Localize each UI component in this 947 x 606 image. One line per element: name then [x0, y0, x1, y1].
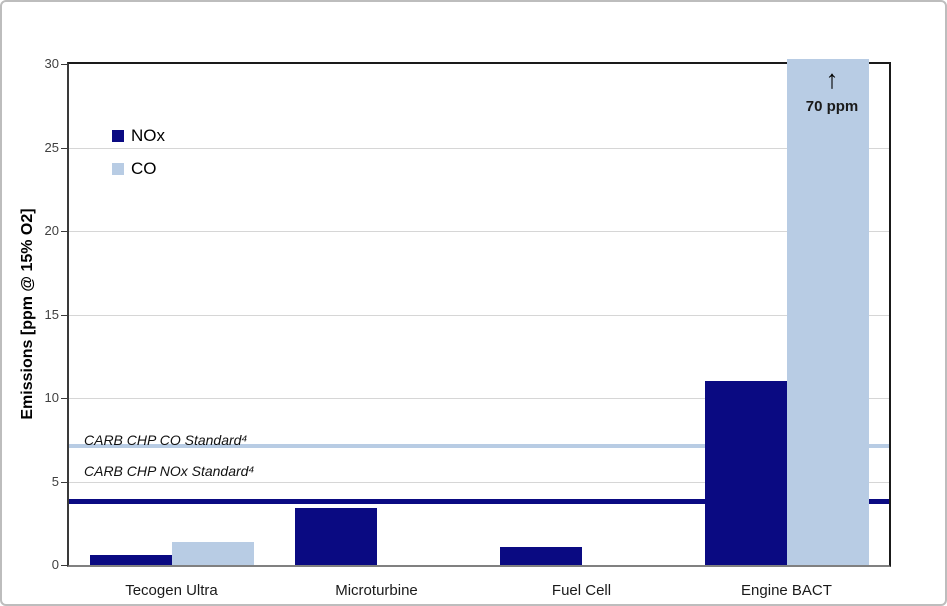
y-tick-mark-0 [61, 565, 67, 566]
bar-nox-microturbine [294, 508, 377, 565]
y-tick-label-30: 30 [44, 56, 59, 71]
y-tick-label-5: 5 [51, 473, 59, 489]
bar-nox-engine-bact [704, 381, 787, 565]
y-tick-label-20: 20 [44, 223, 59, 238]
up-arrow-icon: ↑ [825, 64, 839, 94]
y-tick-mark-10 [61, 398, 67, 399]
x-category-label-engine-bact: Engine BACT [741, 582, 832, 599]
offscale-value-label: 70 ppm [805, 98, 859, 115]
y-tick-mark-20 [61, 231, 67, 232]
nox-swatch-icon [112, 129, 124, 142]
co-swatch-icon [112, 162, 124, 175]
ref-label-nox-standard: CARB CHP NOx Standard⁴ [84, 463, 255, 479]
y-tick-label-0: 0 [51, 557, 59, 572]
plot-area: CARB CHP CO Standard⁴ CARB CHP NOx Stand… [67, 59, 891, 567]
gridline-5 [69, 481, 889, 483]
ref-line-carb-chp-co-standard- [69, 444, 889, 449]
y-axis-title: Emissions [ppm @ 15% O2] [19, 208, 36, 420]
y-tick-mark-25 [61, 147, 67, 149]
ref-label-co-standard: CARB CHP CO Standard⁴ [84, 432, 248, 448]
y-tick-label-10: 10 [44, 390, 59, 405]
legend-item-co: CO [112, 152, 165, 185]
y-tick-label-25: 25 [44, 139, 59, 155]
gridline-10 [69, 398, 889, 399]
legend: NOx CO [112, 119, 165, 185]
y-tick-mark-5 [61, 481, 67, 483]
y-tick-label-15: 15 [44, 306, 59, 322]
y-tick-mark-30 [61, 64, 67, 65]
gridline-15 [69, 314, 889, 316]
bar-co-engine-bact [786, 59, 869, 565]
gridline-20 [69, 231, 889, 232]
legend-item-nox: NOx [112, 119, 165, 152]
offscale-annotation: ↑ 70 ppm [786, 66, 878, 115]
x-category-label-fuel-cell: Fuel Cell [551, 582, 612, 599]
legend-label-co: CO [131, 158, 157, 178]
bar-nox-tecogen-ultra [89, 554, 172, 565]
bar-nox-fuel-cell [499, 546, 582, 565]
gridline-25 [69, 147, 889, 149]
legend-label-nox: NOx [131, 125, 165, 145]
x-category-label-tecogen-ultra: Tecogen Ultra [125, 582, 218, 599]
ref-line-carb-chp-nox-standard- [69, 499, 889, 505]
x-category-label-microturbine: Microturbine [335, 582, 418, 599]
y-tick-mark-15 [61, 314, 67, 316]
bar-co-tecogen-ultra [171, 541, 254, 565]
